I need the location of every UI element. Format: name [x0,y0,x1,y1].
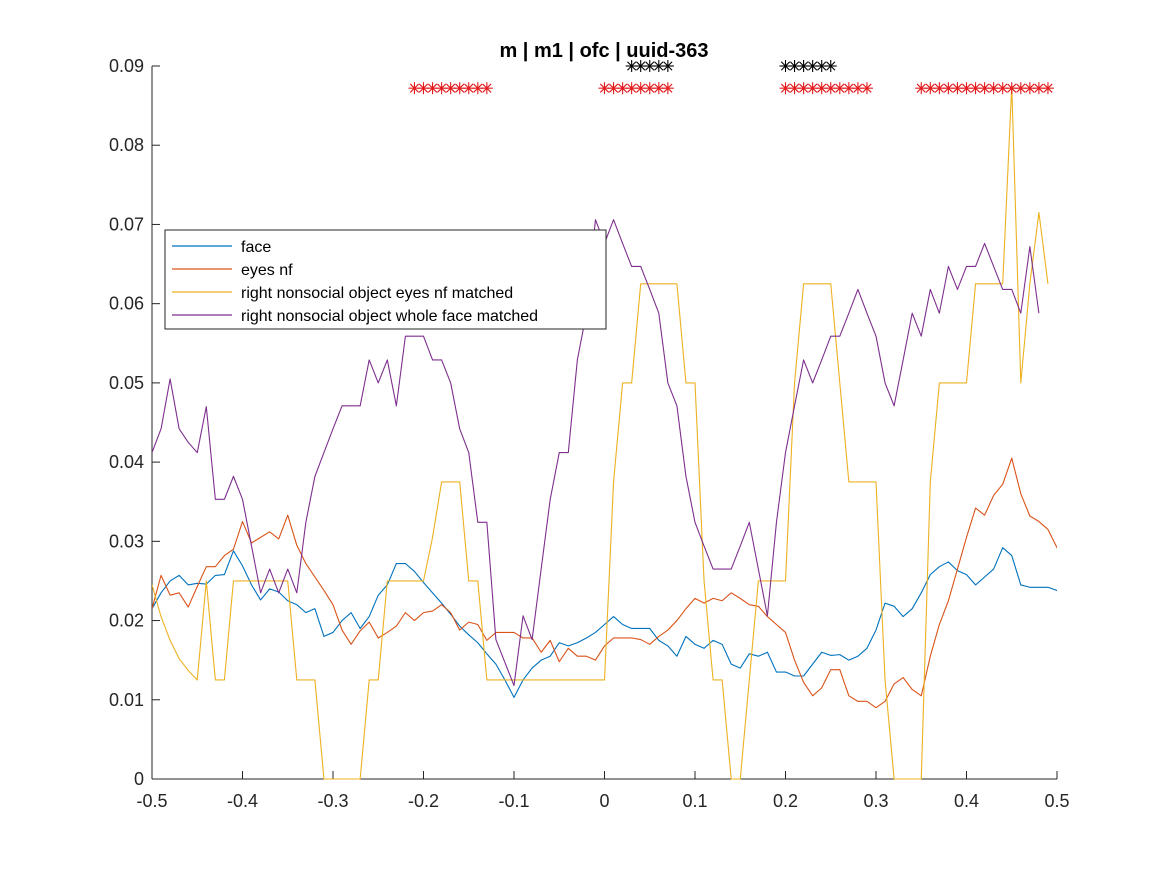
series-layer [152,85,1057,780]
legend-box [164,229,607,330]
legend-label: right nonsocial object whole face matche… [241,308,538,325]
significance-marker-red [842,82,855,95]
significance-marker-red [924,82,937,95]
significance-marker-red [652,82,665,95]
y-tick-label: 0.07 [109,214,144,234]
y-tick-label: 0.02 [109,611,144,631]
series-line-2 [152,457,1057,709]
significance-marker-red [851,82,864,95]
y-tick-label: 0.05 [109,373,144,393]
y-tick-label: 0 [134,769,144,789]
legend-label: right nonsocial object eyes nf matched [241,285,513,302]
y-tick-label: 0.04 [109,452,144,472]
y-tick-label: 0.09 [109,56,144,76]
series-line-1 [152,547,1057,698]
y-tick-label: 0.03 [109,531,144,551]
x-axis-ticks: -0.5 -0.4 -0.3 -0.2 -0.1 0 0.1 0.2 0.3 0.4 0.5 [136,771,1070,811]
significance-marker-black [824,60,837,72]
significance-marker-red [969,82,982,95]
x-tick-label: -0.1 [498,791,529,811]
significance-marker-black [661,60,674,72]
significance-marker-red [643,82,656,95]
y-axis-ticks: 0 0.01 0.02 0.03 0.04 0.05 0.06 0.07 0.08 0.09 [109,56,160,789]
x-tick-label: 0.5 [1044,791,1069,811]
legend: face eyes nf right nonsocial object eyes n… [164,229,607,330]
significance-markers [408,60,1054,95]
x-tick-label: -0.2 [408,791,439,811]
x-tick-label: 0.2 [773,791,798,811]
significance-marker-red [860,82,873,95]
y-tick-label: 0.08 [109,135,144,155]
significance-marker-red [1041,82,1054,95]
x-tick-label: -0.3 [317,791,348,811]
series-line-4 [152,219,1040,687]
y-tick-label: 0.01 [109,690,144,710]
x-tick-label: 0.1 [682,791,707,811]
significance-marker-red [996,82,1009,95]
legend-label: eyes nf [241,262,293,279]
x-tick-label: -0.5 [136,791,167,811]
x-tick-label: 0.3 [863,791,888,811]
x-tick-label: -0.4 [227,791,258,811]
significance-marker-red [833,82,846,95]
significance-marker-red [942,82,955,95]
significance-marker-red [607,82,620,95]
significance-marker-red [480,82,493,95]
significance-marker-red [661,82,674,95]
x-tick-label: 0.4 [954,791,979,811]
significance-marker-red [960,82,973,95]
chart-title: m | m1 | ofc | uuid-363 [499,40,708,62]
legend-label: face [241,239,271,256]
series-line-3 [152,85,1049,780]
x-tick-label: 0 [599,791,609,811]
significance-marker-black [779,60,792,72]
y-tick-label: 0.06 [109,294,144,314]
